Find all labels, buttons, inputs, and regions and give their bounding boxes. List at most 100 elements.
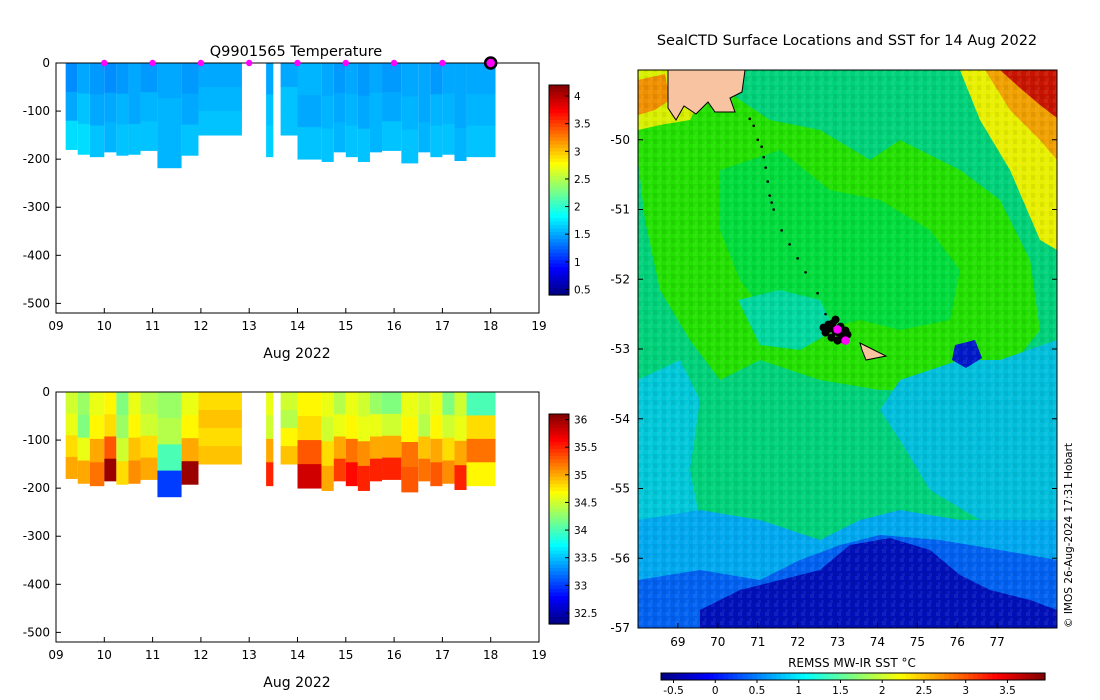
profile-cell: [297, 392, 322, 417]
sst-colorbar-swatch: [742, 673, 748, 680]
colorbar-swatch: [549, 85, 569, 90]
colorbar-swatch: [549, 169, 569, 174]
profile-cell: [157, 444, 182, 472]
profile-column: [442, 392, 455, 484]
profile-cell: [266, 125, 274, 158]
colorbar-swatch: [549, 456, 569, 461]
sst-colorbar-swatch: [728, 673, 734, 680]
profile-cell: [454, 416, 467, 442]
profile-cell: [418, 392, 431, 415]
colorbar-swatch: [549, 130, 569, 135]
colorbar-swatch: [549, 452, 569, 457]
sst-colorbar-swatch: [896, 673, 902, 680]
x-tick-label: 13: [242, 648, 257, 662]
colorbar-swatch: [549, 459, 569, 464]
x-tick-label: 09: [48, 648, 63, 662]
profile-cell: [181, 415, 199, 439]
sst-colorbar-swatch: [992, 673, 998, 680]
profile-cell: [454, 392, 467, 417]
profile-cell: [297, 127, 322, 160]
temperature-title: Q9901565 Temperature: [210, 44, 383, 60]
track-point: [804, 270, 807, 274]
profile-cell: [382, 392, 402, 415]
profile-column: [454, 63, 467, 161]
profile-cell: [280, 410, 298, 429]
profile-cell: [198, 111, 242, 136]
profile-cell: [357, 392, 370, 418]
profile-cell: [77, 63, 90, 94]
profile-column: [116, 63, 129, 156]
colorbar-swatch: [549, 557, 569, 562]
colorbar-swatch: [549, 242, 569, 247]
profile-cell: [157, 470, 182, 498]
lon-tick-label: 73: [830, 635, 845, 649]
sst-colorbar-swatch: [968, 673, 974, 680]
sst-colorbar-swatch: [833, 673, 840, 680]
colorbar-swatch: [549, 589, 569, 594]
profile-cell: [430, 125, 443, 158]
profile-cell: [266, 63, 274, 95]
profile-cell: [442, 437, 455, 461]
colorbar-swatch: [549, 190, 569, 195]
profile-cell: [77, 123, 90, 155]
profile-cell: [345, 462, 358, 487]
colorbar-swatch: [549, 547, 569, 552]
profile-cell: [280, 63, 298, 88]
cluster-point: [833, 336, 842, 345]
sst-colorbar-frame: [660, 672, 1046, 681]
sst-colorbar-swatch: [1040, 673, 1046, 680]
sst-colorbar-tick-label: -0.5: [663, 685, 684, 697]
sst-colorbar-swatch: [680, 673, 686, 680]
profile-cell: [297, 440, 322, 465]
track-point: [816, 291, 819, 295]
sst-colorbar-swatch: [877, 673, 883, 680]
profile-cell: [345, 63, 358, 95]
sst-colorbar-swatch: [694, 673, 700, 680]
profile-cell: [116, 63, 129, 95]
sst-colorbar-swatch: [761, 673, 768, 680]
profile-cell: [157, 418, 182, 445]
profile-cell: [181, 392, 199, 416]
profile-cell: [116, 93, 129, 125]
colorbar-swatch: [549, 568, 569, 573]
x-tick-label: 10: [97, 319, 112, 333]
profile-cell: [345, 392, 358, 416]
profile-cell: [418, 458, 431, 482]
sst-colorbar-swatch: [747, 673, 753, 680]
sst-colorbar-swatch: [997, 673, 1003, 680]
colorbar-swatch: [549, 120, 569, 125]
colorbar-swatch: [549, 284, 569, 289]
colorbar-swatch: [549, 200, 569, 205]
map-colorbar-label: REMSS MW-IR SST °C: [788, 656, 916, 670]
sst-colorbar-swatch: [699, 673, 705, 680]
track-point: [824, 312, 827, 316]
profile-cell: [65, 392, 78, 415]
profile-cell: [181, 124, 199, 156]
track-point: [752, 124, 756, 128]
profile-cell: [442, 93, 455, 125]
colorbar-swatch: [549, 491, 569, 496]
colorbar-tick-label: 33.5: [574, 553, 597, 565]
sst-colorbar-swatch: [752, 673, 758, 680]
sst-colorbar-swatch: [665, 673, 672, 680]
colorbar-swatch: [549, 484, 569, 489]
map-axes: 69 70 71 72 73 74 75 76 77 -50 -51 -52 -53 -54 -55 -56 -…: [610, 133, 1057, 649]
profile-cell: [65, 63, 78, 93]
sst-colorbar-swatch: [973, 673, 979, 680]
salinity-profiles: [65, 392, 496, 498]
profile-cell: [181, 63, 199, 95]
colorbar-swatch: [549, 88, 569, 93]
profile-cell: [89, 392, 105, 416]
colorbar-swatch: [549, 536, 569, 541]
lon-tick-label: 70: [710, 635, 725, 649]
colorbar-swatch: [549, 235, 569, 240]
x-tick-label: 14: [290, 648, 305, 662]
profile-cell: [442, 123, 455, 155]
sst-colorbar-swatch: [809, 673, 816, 680]
profile-column: [140, 63, 158, 151]
colorbar-swatch: [549, 515, 569, 520]
sst-colorbar-swatch: [987, 673, 993, 680]
sst-colorbar-swatch: [723, 673, 729, 680]
track-point: [760, 145, 764, 149]
profile-column: [357, 392, 370, 491]
